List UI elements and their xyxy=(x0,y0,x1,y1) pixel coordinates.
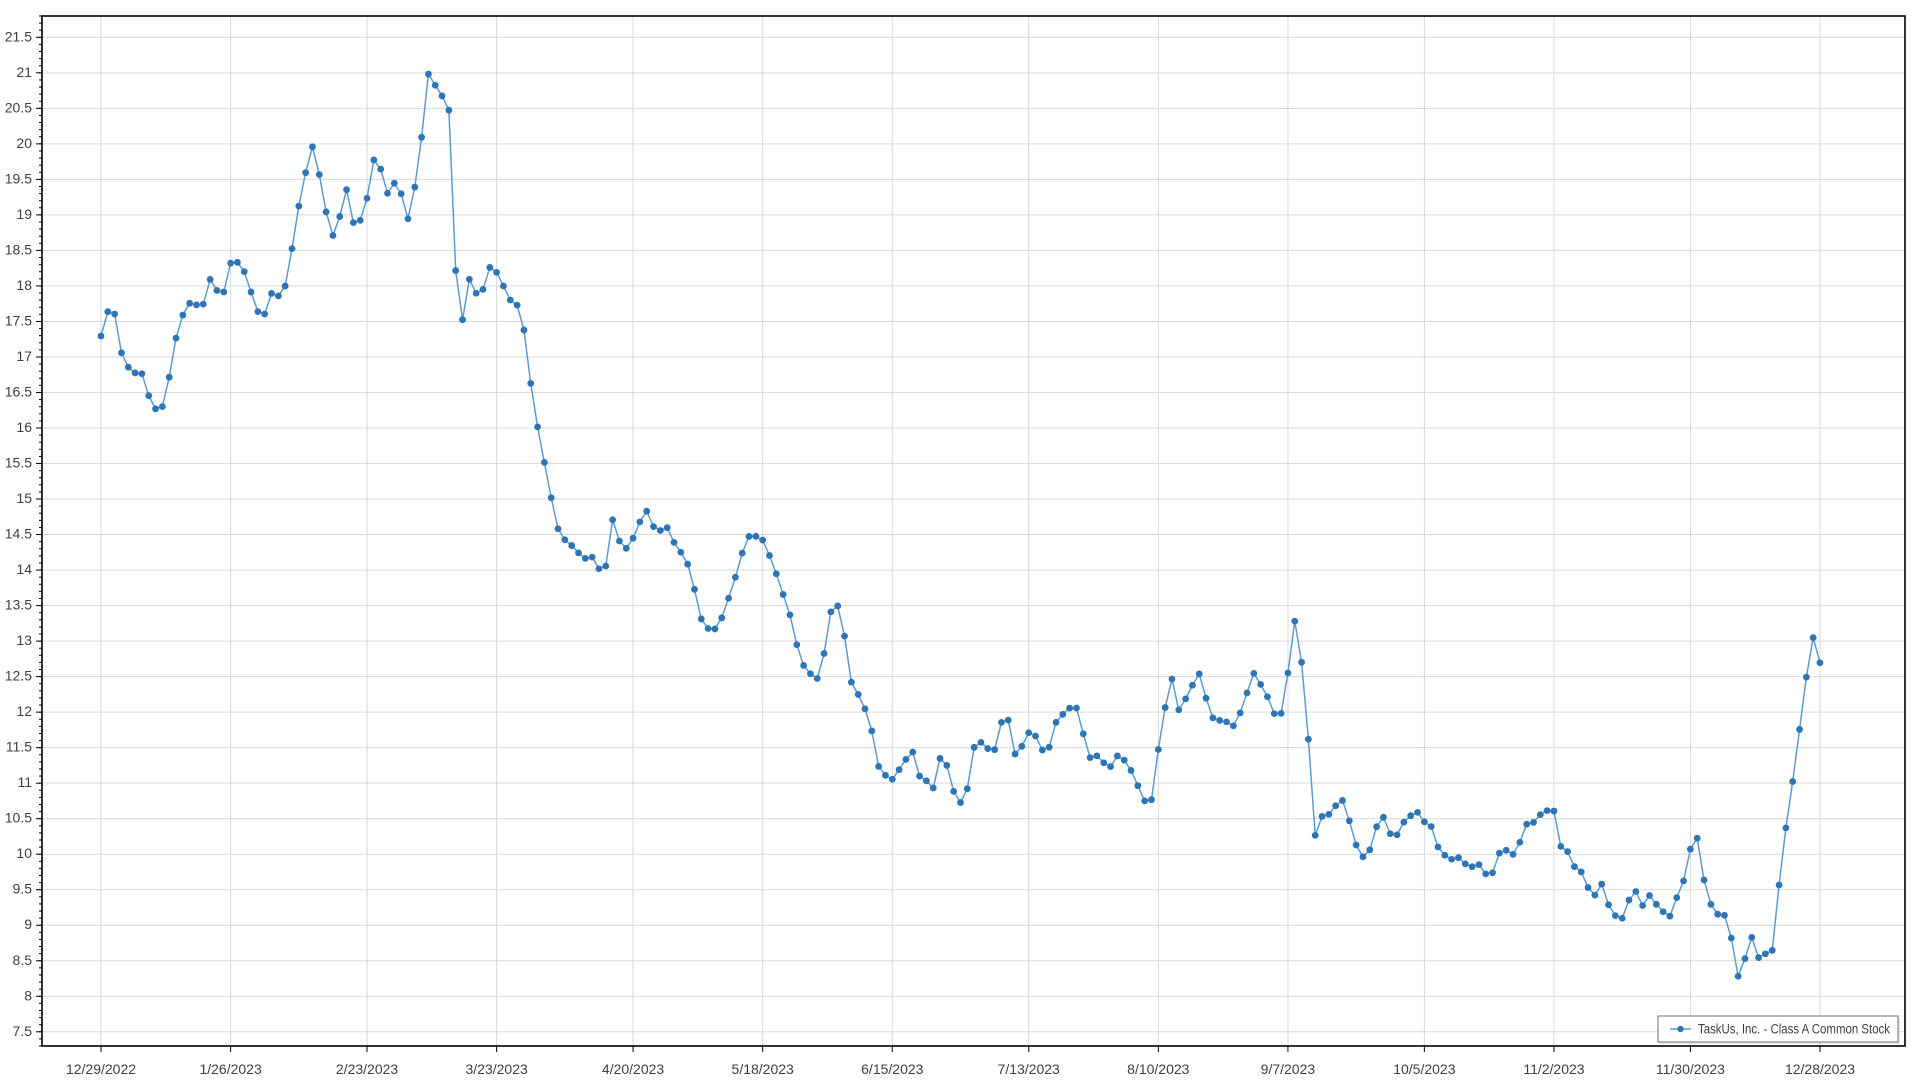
svg-text:10.5: 10.5 xyxy=(5,810,32,826)
svg-text:11: 11 xyxy=(17,774,32,790)
svg-text:5/18/2023: 5/18/2023 xyxy=(732,1061,794,1077)
svg-text:18.5: 18.5 xyxy=(5,241,32,257)
svg-text:TaskUs, Inc. - Class A Common: TaskUs, Inc. - Class A Common Stock xyxy=(1698,1022,1890,1037)
svg-text:8.5: 8.5 xyxy=(13,952,33,968)
svg-text:8/10/2023: 8/10/2023 xyxy=(1127,1061,1189,1077)
svg-text:14.5: 14.5 xyxy=(5,526,32,542)
svg-text:12: 12 xyxy=(16,703,32,719)
svg-text:9: 9 xyxy=(24,916,32,932)
svg-text:15.5: 15.5 xyxy=(5,455,32,471)
svg-text:11/2/2023: 11/2/2023 xyxy=(1523,1061,1584,1077)
svg-text:7/13/2023: 7/13/2023 xyxy=(998,1061,1060,1077)
svg-text:9/7/2023: 9/7/2023 xyxy=(1261,1061,1316,1077)
svg-text:14: 14 xyxy=(16,561,32,577)
svg-text:16.5: 16.5 xyxy=(5,383,32,399)
svg-text:12.5: 12.5 xyxy=(5,668,32,684)
svg-text:10: 10 xyxy=(16,845,32,861)
svg-text:7.5: 7.5 xyxy=(13,1023,33,1039)
svg-text:11/30/2023: 11/30/2023 xyxy=(1656,1061,1725,1077)
svg-text:13.5: 13.5 xyxy=(5,597,32,613)
svg-text:8: 8 xyxy=(24,987,32,1003)
svg-text:3/23/2023: 3/23/2023 xyxy=(465,1061,527,1077)
svg-text:4/20/2023: 4/20/2023 xyxy=(602,1061,664,1077)
svg-text:19.5: 19.5 xyxy=(5,170,32,186)
svg-text:18: 18 xyxy=(16,277,32,293)
svg-text:13: 13 xyxy=(16,632,32,648)
svg-text:20.5: 20.5 xyxy=(5,99,32,115)
svg-text:19: 19 xyxy=(16,206,32,222)
svg-text:17.5: 17.5 xyxy=(5,312,32,328)
svg-text:17: 17 xyxy=(16,348,32,364)
svg-text:21.5: 21.5 xyxy=(5,28,32,44)
svg-text:9.5: 9.5 xyxy=(13,881,33,897)
svg-text:10/5/2023: 10/5/2023 xyxy=(1393,1061,1455,1077)
svg-text:21: 21 xyxy=(16,64,32,80)
svg-text:16: 16 xyxy=(16,419,32,435)
svg-text:12/28/2023: 12/28/2023 xyxy=(1785,1061,1855,1077)
svg-text:1/26/2023: 1/26/2023 xyxy=(199,1061,261,1077)
svg-text:12/29/2022: 12/29/2022 xyxy=(66,1061,136,1077)
svg-text:2/23/2023: 2/23/2023 xyxy=(336,1061,398,1077)
svg-text:20: 20 xyxy=(16,135,32,151)
svg-text:15: 15 xyxy=(16,490,32,506)
svg-text:11.5: 11.5 xyxy=(6,739,32,755)
svg-text:6/15/2023: 6/15/2023 xyxy=(861,1061,923,1077)
